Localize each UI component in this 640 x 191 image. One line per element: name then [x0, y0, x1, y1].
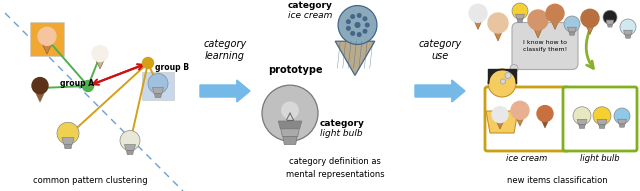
Polygon shape — [335, 41, 375, 75]
Polygon shape — [584, 21, 596, 35]
FancyBboxPatch shape — [142, 72, 174, 100]
Text: new items classification: new items classification — [507, 176, 607, 185]
Polygon shape — [620, 124, 625, 127]
Polygon shape — [517, 19, 523, 22]
Polygon shape — [125, 145, 136, 151]
Circle shape — [38, 27, 56, 45]
Polygon shape — [607, 24, 612, 27]
Circle shape — [365, 23, 369, 27]
Text: I know how to
classify them!: I know how to classify them! — [523, 40, 567, 52]
Text: category
use: category use — [419, 39, 461, 61]
Polygon shape — [40, 39, 54, 54]
Circle shape — [32, 78, 48, 94]
Polygon shape — [415, 80, 465, 102]
Circle shape — [338, 6, 377, 45]
Circle shape — [92, 46, 108, 62]
Circle shape — [537, 106, 553, 122]
Polygon shape — [283, 137, 297, 145]
Polygon shape — [472, 16, 484, 29]
Circle shape — [148, 74, 168, 94]
Polygon shape — [606, 20, 614, 24]
FancyBboxPatch shape — [563, 87, 637, 151]
Polygon shape — [200, 80, 250, 102]
Polygon shape — [577, 119, 587, 125]
Circle shape — [357, 14, 361, 17]
Text: light bulb: light bulb — [580, 154, 620, 163]
Circle shape — [581, 9, 599, 27]
Text: category: category — [320, 119, 365, 128]
Circle shape — [488, 13, 508, 33]
Circle shape — [620, 19, 636, 35]
Polygon shape — [281, 129, 300, 137]
Polygon shape — [492, 26, 504, 41]
Circle shape — [546, 4, 564, 22]
Circle shape — [120, 130, 140, 151]
Circle shape — [351, 15, 355, 18]
Polygon shape — [618, 119, 627, 124]
Circle shape — [347, 20, 350, 23]
Text: category definition as
mental representations: category definition as mental representa… — [285, 158, 384, 179]
Circle shape — [351, 32, 355, 35]
Polygon shape — [495, 117, 506, 129]
Polygon shape — [152, 87, 163, 94]
Text: light bulb: light bulb — [320, 129, 363, 138]
Circle shape — [83, 80, 93, 91]
Circle shape — [573, 107, 591, 125]
Text: category
learning: category learning — [204, 39, 246, 61]
Text: prototype: prototype — [268, 65, 323, 75]
Polygon shape — [154, 94, 161, 97]
Text: ice cream: ice cream — [506, 154, 548, 163]
Circle shape — [505, 73, 511, 79]
Circle shape — [357, 33, 361, 36]
Polygon shape — [568, 27, 577, 32]
Circle shape — [512, 3, 528, 19]
Circle shape — [593, 107, 611, 125]
Polygon shape — [540, 116, 550, 128]
Circle shape — [363, 17, 367, 21]
Circle shape — [564, 16, 580, 32]
Polygon shape — [33, 88, 47, 102]
Polygon shape — [486, 111, 518, 133]
Circle shape — [281, 101, 299, 119]
Text: common pattern clustering: common pattern clustering — [33, 176, 147, 185]
Circle shape — [500, 79, 506, 84]
Polygon shape — [278, 121, 302, 129]
Polygon shape — [623, 30, 632, 35]
Polygon shape — [516, 14, 524, 19]
Circle shape — [143, 57, 154, 69]
Circle shape — [510, 65, 518, 73]
Circle shape — [57, 122, 79, 144]
Polygon shape — [514, 113, 526, 126]
Polygon shape — [531, 23, 545, 38]
Circle shape — [347, 27, 350, 30]
Polygon shape — [64, 144, 72, 149]
Circle shape — [492, 107, 508, 123]
FancyBboxPatch shape — [512, 23, 578, 70]
Circle shape — [528, 10, 548, 30]
Text: group A: group A — [60, 79, 94, 87]
Polygon shape — [569, 32, 575, 35]
Polygon shape — [549, 16, 561, 29]
Circle shape — [511, 101, 529, 119]
Polygon shape — [127, 151, 134, 155]
Circle shape — [614, 108, 630, 124]
Circle shape — [262, 85, 318, 141]
Polygon shape — [62, 138, 74, 144]
FancyBboxPatch shape — [485, 87, 569, 151]
Text: category: category — [287, 1, 332, 10]
Circle shape — [363, 29, 367, 33]
FancyBboxPatch shape — [30, 22, 64, 56]
Circle shape — [355, 23, 360, 27]
Text: group B: group B — [155, 63, 189, 73]
Circle shape — [603, 10, 617, 24]
Circle shape — [469, 4, 487, 22]
Polygon shape — [579, 125, 585, 128]
Polygon shape — [94, 56, 106, 69]
Polygon shape — [599, 125, 605, 128]
Polygon shape — [625, 35, 631, 38]
Polygon shape — [597, 119, 607, 125]
Circle shape — [488, 69, 516, 97]
Text: ice cream: ice cream — [288, 11, 332, 20]
